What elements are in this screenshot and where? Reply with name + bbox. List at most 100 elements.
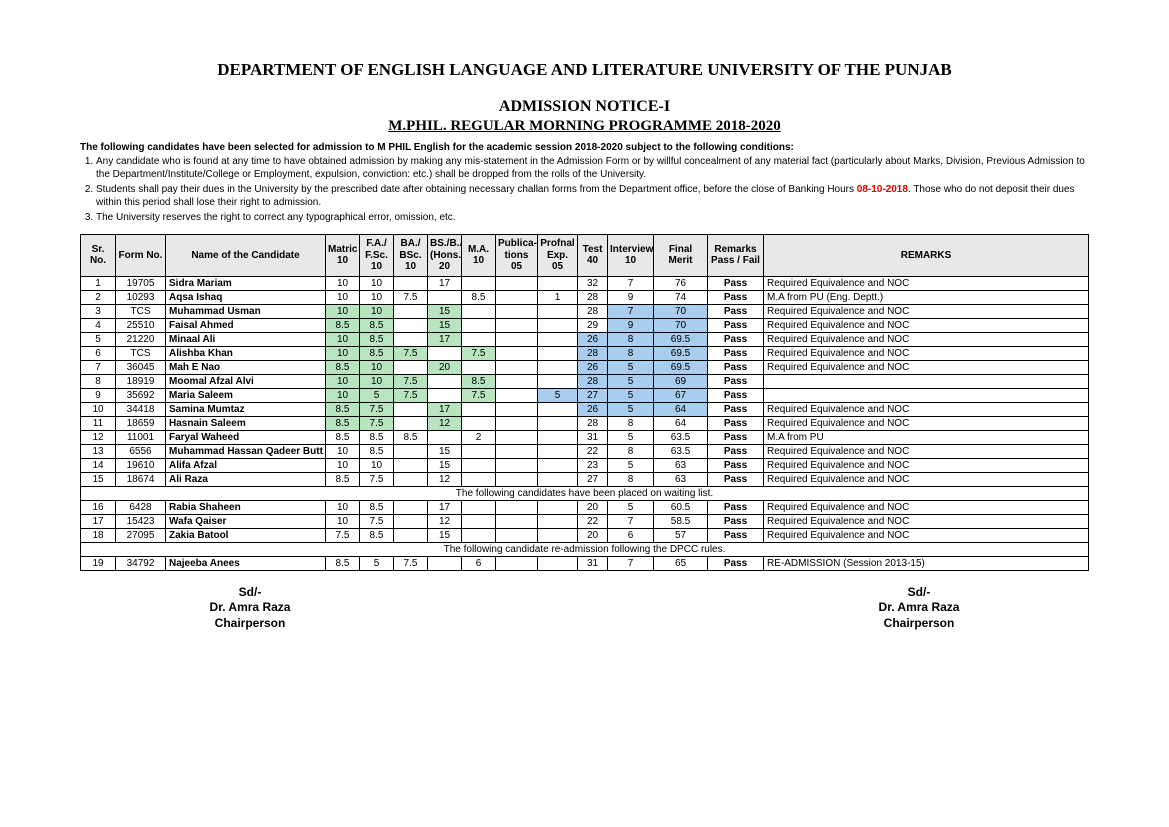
cell-form: 19705 xyxy=(116,276,166,290)
cell-ma xyxy=(462,528,496,542)
table-row: 1118659Hasnain Saleem8.57.51228864PassRe… xyxy=(81,416,1089,430)
cell-rem: Required Equivalence and NOC xyxy=(764,500,1089,514)
cell-name: Moomal Afzal Alvi xyxy=(166,374,326,388)
cell-fa: 5 xyxy=(360,388,394,402)
cell-merit: 69 xyxy=(654,374,708,388)
cell-matric: 8.5 xyxy=(326,360,360,374)
cell-ba xyxy=(394,528,428,542)
cell-pf: Pass xyxy=(708,416,764,430)
cell-exp xyxy=(538,402,578,416)
cell-sr: 15 xyxy=(81,472,116,486)
readmission-header: The following candidate re-admission fol… xyxy=(81,542,1089,556)
cell-form: 35692 xyxy=(116,388,166,402)
cell-pf: Pass xyxy=(708,304,764,318)
cell-form: 25510 xyxy=(116,318,166,332)
cell-exp xyxy=(538,556,578,570)
cell-form: 18919 xyxy=(116,374,166,388)
cell-form: 18674 xyxy=(116,472,166,486)
cell-test: 28 xyxy=(578,304,608,318)
cell-exp xyxy=(538,332,578,346)
cell-name: Faryal Waheed xyxy=(166,430,326,444)
cell-fa: 8.5 xyxy=(360,332,394,346)
cell-fa: 5 xyxy=(360,556,394,570)
cell-test: 20 xyxy=(578,528,608,542)
col-rem: REMARKS xyxy=(764,235,1089,277)
cell-ba: 7.5 xyxy=(394,388,428,402)
table-row: 166428Rabia Shaheen108.51720560.5PassReq… xyxy=(81,500,1089,514)
cell-ba: 7.5 xyxy=(394,374,428,388)
waiting-list-header: The following candidates have been place… xyxy=(81,486,1089,500)
cell-bs xyxy=(428,388,462,402)
cell-sr: 10 xyxy=(81,402,116,416)
cell-matric: 10 xyxy=(326,500,360,514)
cell-rem: Required Equivalence and NOC xyxy=(764,304,1089,318)
cell-exp: 5 xyxy=(538,388,578,402)
cell-int: 5 xyxy=(608,360,654,374)
cell-form: 19610 xyxy=(116,458,166,472)
cell-rem: Required Equivalence and NOC xyxy=(764,458,1089,472)
cell-ma: 6 xyxy=(462,556,496,570)
cell-pf: Pass xyxy=(708,514,764,528)
cell-name: Samina Mumtaz xyxy=(166,402,326,416)
cell-merit: 69.5 xyxy=(654,346,708,360)
cell-matric: 10 xyxy=(326,304,360,318)
col-exp: Profnal Exp. 05 xyxy=(538,235,578,277)
cell-ma xyxy=(462,318,496,332)
cell-form: 6556 xyxy=(116,444,166,458)
col-pf: Remarks Pass / Fail xyxy=(708,235,764,277)
cell-pf: Pass xyxy=(708,444,764,458)
cell-form: 15423 xyxy=(116,514,166,528)
cell-name: Muhammad Hassan Qadeer Butt xyxy=(166,444,326,458)
table-row: 1715423Wafa Qaiser107.51222758.5PassRequ… xyxy=(81,514,1089,528)
cell-rem: Required Equivalence and NOC xyxy=(764,528,1089,542)
cell-bs: 12 xyxy=(428,416,462,430)
cell-test: 29 xyxy=(578,318,608,332)
col-ma: M.A. 10 xyxy=(462,235,496,277)
cell-name: Muhammad Usman xyxy=(166,304,326,318)
cell-sr: 2 xyxy=(81,290,116,304)
cell-sr: 8 xyxy=(81,374,116,388)
col-sr: Sr. No. xyxy=(81,235,116,277)
cell-test: 28 xyxy=(578,416,608,430)
cell-rem: Required Equivalence and NOC xyxy=(764,276,1089,290)
cell-fa: 10 xyxy=(360,304,394,318)
cell-test: 28 xyxy=(578,374,608,388)
cell-merit: 64 xyxy=(654,402,708,416)
table-row: 818919Moomal Afzal Alvi10107.58.528569Pa… xyxy=(81,374,1089,388)
cell-name: Wafa Qaiser xyxy=(166,514,326,528)
cell-exp xyxy=(538,360,578,374)
cell-rem xyxy=(764,374,1089,388)
cell-name: Najeeba Anees xyxy=(166,556,326,570)
cell-fa: 7.5 xyxy=(360,472,394,486)
cell-exp xyxy=(538,276,578,290)
cell-ma xyxy=(462,402,496,416)
cell-bs xyxy=(428,430,462,444)
cell-fa: 10 xyxy=(360,458,394,472)
cell-exp: 1 xyxy=(538,290,578,304)
cell-pf: Pass xyxy=(708,500,764,514)
table-row: 935692Maria Saleem1057.57.5527567Pass xyxy=(81,388,1089,402)
cell-ma xyxy=(462,444,496,458)
cell-sr: 16 xyxy=(81,500,116,514)
cell-sr: 3 xyxy=(81,304,116,318)
cell-ba xyxy=(394,514,428,528)
cell-ba xyxy=(394,332,428,346)
col-bs: BS./B.A (Hons.) 20 xyxy=(428,235,462,277)
cell-int: 8 xyxy=(608,416,654,430)
cell-test: 22 xyxy=(578,444,608,458)
cell-matric: 8.5 xyxy=(326,472,360,486)
cell-test: 26 xyxy=(578,402,608,416)
cell-matric: 10 xyxy=(326,346,360,360)
cell-pub xyxy=(496,318,538,332)
cell-test: 26 xyxy=(578,332,608,346)
cell-ma: 7.5 xyxy=(462,346,496,360)
table-row: 1211001Faryal Waheed8.58.58.5231563.5Pas… xyxy=(81,430,1089,444)
cell-name: Faisal Ahmed xyxy=(166,318,326,332)
cell-merit: 69.5 xyxy=(654,332,708,346)
cell-matric: 8.5 xyxy=(326,556,360,570)
cell-pf: Pass xyxy=(708,556,764,570)
cell-pf: Pass xyxy=(708,290,764,304)
cell-merit: 76 xyxy=(654,276,708,290)
cell-name: Aqsa Ishaq xyxy=(166,290,326,304)
cell-ba: 7.5 xyxy=(394,346,428,360)
